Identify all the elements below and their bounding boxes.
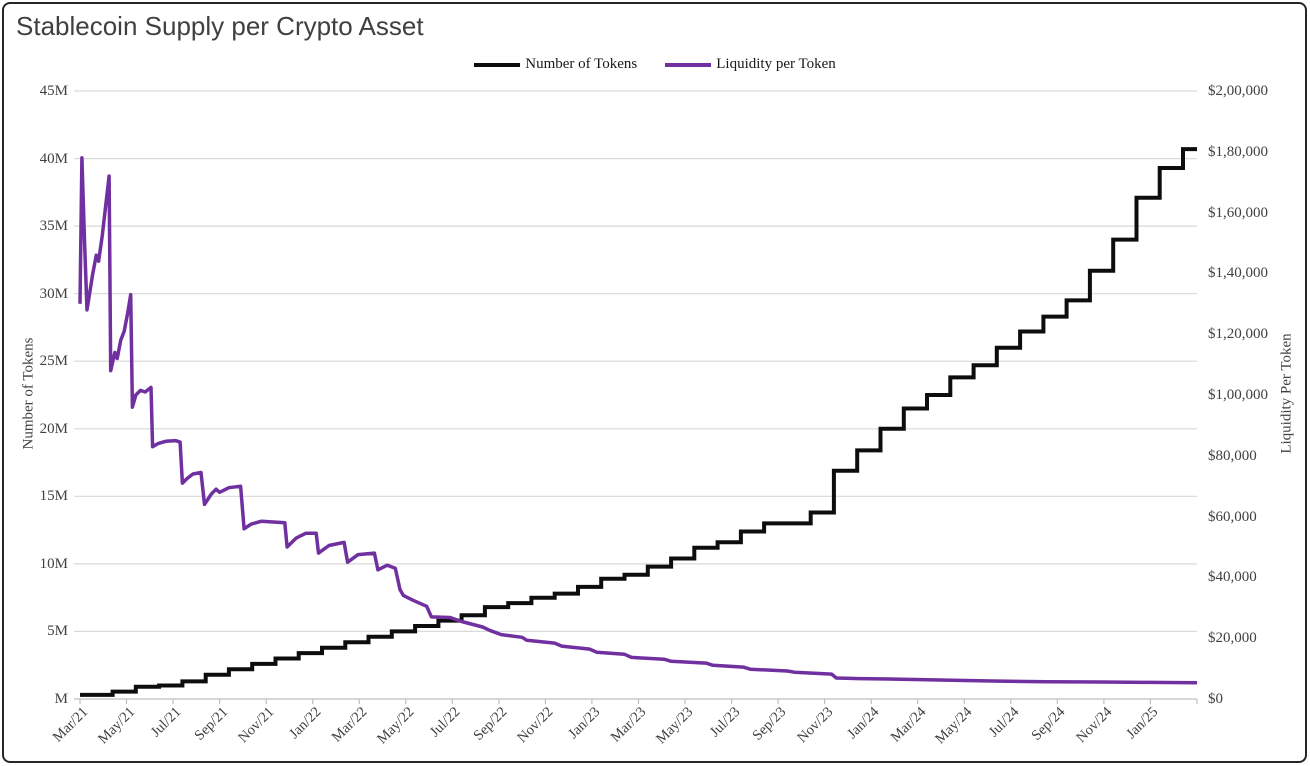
right-axis-tick-label: $2,00,000 <box>1208 83 1268 99</box>
left-axis-tick-label: 25M <box>39 353 68 369</box>
left-axis-tick-label: 45M <box>39 83 68 99</box>
number-of-tokens-line <box>80 147 1197 697</box>
right-axis-tick-label: $40,000 <box>1208 569 1257 585</box>
right-axis-tick-label: $20,000 <box>1208 630 1257 646</box>
right-axis-tick-label: $1,60,000 <box>1208 205 1268 221</box>
chart-title: Stablecoin Supply per Crypto Asset <box>16 11 424 41</box>
left-axis-tick-label: 15M <box>39 488 68 504</box>
legend-item-liquidity-per-token: Liquidity per Token <box>665 56 836 73</box>
liquidity-per-token-line <box>78 156 1198 685</box>
right-axis-tick-label: $1,20,000 <box>1208 326 1268 342</box>
left-axis-tick-label: 20M <box>39 421 68 437</box>
left-axis-tick-label: 5M <box>47 623 68 639</box>
purple-line-swatch-icon <box>665 62 712 67</box>
legend-item-number-of-tokens: Number of Tokens <box>474 56 637 73</box>
right-axis-tick-label: $80,000 <box>1208 448 1257 464</box>
left-axis-tick-label: M <box>54 691 68 707</box>
right-axis-tick-label: $0 <box>1208 691 1223 707</box>
right-axis-tick-label: $60,000 <box>1208 509 1257 525</box>
legend-label: Number of Tokens <box>525 56 638 72</box>
left-axis-tick-label: 35M <box>39 218 68 234</box>
right-axis-tick-label: $1,40,000 <box>1208 265 1268 281</box>
left-axis-tick-label: 10M <box>39 556 68 572</box>
legend: Number of Tokens Liquidity per Token <box>0 56 1310 73</box>
left-axis-tick-label: 40M <box>39 151 68 167</box>
right-axis-tick-label: $1,00,000 <box>1208 387 1268 403</box>
left-axis-title: Number of Tokens <box>20 337 37 450</box>
right-axis-title: Liquidity Per Token <box>1278 333 1295 454</box>
legend-label: Liquidity per Token <box>716 56 836 72</box>
left-axis-tick-label: 30M <box>39 286 68 302</box>
right-axis-tick-label: $1,80,000 <box>1208 144 1268 160</box>
black-line-swatch-icon <box>474 62 521 67</box>
